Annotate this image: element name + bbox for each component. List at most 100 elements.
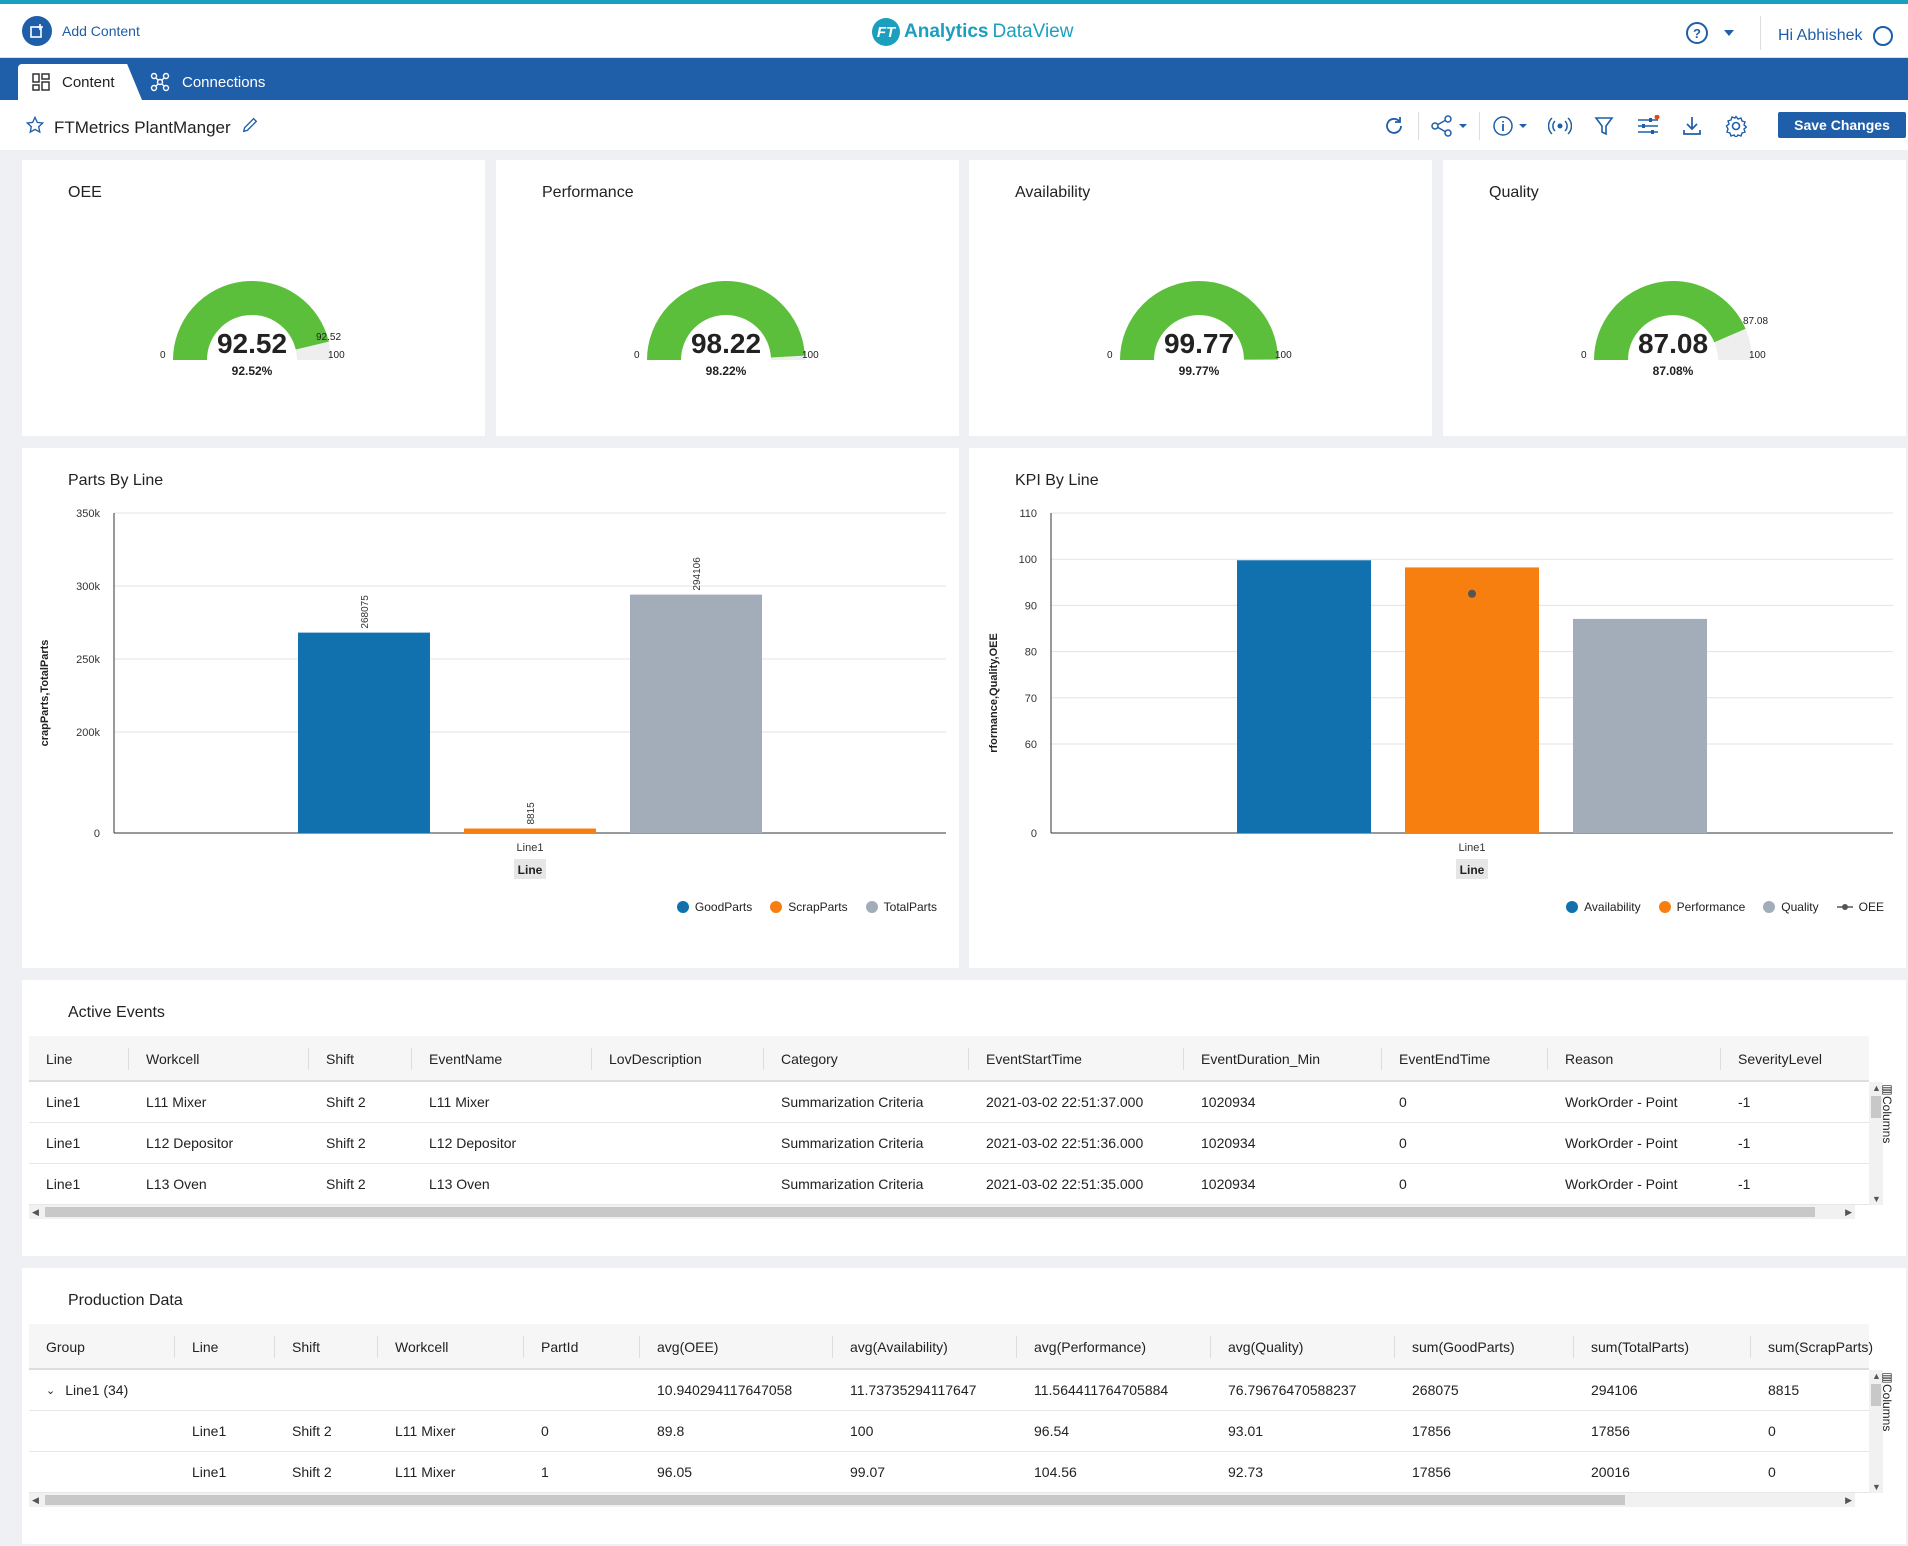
column-header[interactable]: avg(Quality) [1228,1339,1304,1355]
scroll-up-arrow[interactable]: ▲ [1872,1083,1881,1093]
column-divider[interactable] [1750,1336,1751,1358]
column-header[interactable]: Category [781,1051,838,1067]
column-divider[interactable] [523,1336,524,1358]
group-row[interactable]: ⌄ Line1 (34) 10.940294117647058 11.73735294… [29,1370,1869,1411]
scroll-left-arrow[interactable]: ◀ [32,1495,39,1505]
legend-item[interactable]: OEE [1836,900,1884,914]
column-divider[interactable] [1381,1048,1382,1070]
column-header[interactable]: Group [46,1339,85,1355]
tab-connections[interactable]: Connections [136,64,279,100]
column-divider[interactable] [411,1048,412,1070]
column-header[interactable]: sum(GoodParts) [1412,1339,1515,1355]
row-group-cell[interactable]: ⌄ Line1 (34) [46,1370,128,1410]
scrollbar-thumb[interactable] [45,1207,1815,1217]
scroll-right-arrow[interactable]: ▶ [1845,1207,1852,1217]
column-header[interactable]: Shift [326,1051,355,1067]
column-header[interactable]: LovDescription [609,1051,702,1067]
scrollbar-thumb[interactable] [1871,1384,1881,1406]
column-header[interactable]: SeverityLevel [1738,1051,1823,1067]
legend-item[interactable]: ScrapParts [770,900,848,914]
sliders-icon[interactable] [1626,113,1670,139]
columns-panel-toggle[interactable]: ▤ Columns [1876,1082,1898,1162]
bar-totalparts[interactable] [630,594,762,833]
column-header[interactable]: sum(ScrapParts) [1768,1339,1874,1355]
tab-content[interactable]: Content [18,64,142,100]
column-header[interactable]: Workcell [146,1051,200,1067]
bar-availability[interactable] [1237,560,1371,833]
column-divider[interactable] [1720,1048,1721,1070]
table-row[interactable]: Line1 Shift 2 L11 Mixer 1 96.05 99.07 104.56 92… [29,1452,1869,1493]
legend-item[interactable]: TotalParts [865,900,937,914]
column-header[interactable]: avg(OEE) [657,1339,719,1355]
column-header[interactable]: Line [46,1051,73,1067]
star-icon[interactable] [25,115,45,139]
table-row[interactable]: Line1 L12 Depositor Shift 2 L12 Depositor Su… [29,1123,1869,1164]
legend-item[interactable]: Performance [1658,900,1745,914]
user-menu[interactable]: Hi Abhishek [1778,26,1893,46]
column-divider[interactable] [1210,1336,1211,1358]
column-divider[interactable] [1547,1048,1548,1070]
vertical-scrollbar[interactable]: ▲ ▼ [1869,1082,1883,1205]
column-header[interactable]: PartId [541,1339,579,1355]
scroll-left-arrow[interactable]: ◀ [32,1207,39,1217]
column-header[interactable]: EventName [429,1051,503,1067]
column-divider[interactable] [591,1048,592,1070]
column-divider[interactable] [274,1336,275,1358]
column-header[interactable]: EventEndTime [1399,1051,1491,1067]
column-divider[interactable] [1573,1336,1574,1358]
column-divider[interactable] [832,1336,833,1358]
share-icon[interactable] [1421,113,1477,139]
column-divider[interactable] [308,1048,309,1070]
scroll-down-arrow[interactable]: ▼ [1872,1194,1881,1204]
settings-icon[interactable] [1714,113,1758,139]
column-header[interactable]: Shift [292,1339,321,1355]
column-divider[interactable] [968,1048,969,1070]
column-header[interactable]: EventDuration_Min [1201,1051,1321,1067]
table-row[interactable]: Line1 L11 Mixer Shift 2 L11 Mixer Summarizat… [29,1082,1869,1123]
scroll-up-arrow[interactable]: ▲ [1872,1371,1881,1381]
edit-pencil-icon[interactable] [241,116,259,139]
point-oee[interactable] [1468,589,1476,598]
info-icon[interactable] [1482,113,1538,139]
bar-performance[interactable] [1405,567,1539,833]
chevron-down-icon[interactable]: ⌄ [46,1384,56,1397]
horizontal-scrollbar[interactable]: ◀ ▶ [29,1205,1855,1219]
columns-panel-toggle[interactable]: ▤ Columns [1876,1370,1898,1450]
column-header[interactable]: Reason [1565,1051,1614,1067]
legend-item[interactable]: Availability [1566,900,1641,914]
column-header[interactable]: avg(Performance) [1034,1339,1147,1355]
column-divider[interactable] [1183,1048,1184,1070]
column-header[interactable]: EventStartTime [986,1051,1082,1067]
bar-goodparts[interactable] [298,632,430,833]
help-menu[interactable]: ? [1686,22,1734,44]
filter-icon[interactable] [1582,113,1626,139]
column-divider[interactable] [1016,1336,1017,1358]
column-divider[interactable] [639,1336,640,1358]
column-divider[interactable] [128,1048,129,1070]
column-divider[interactable] [174,1336,175,1358]
legend-item[interactable]: Quality [1763,900,1819,914]
save-changes-button[interactable]: Save Changes [1778,112,1906,138]
column-header[interactable]: Line [192,1339,219,1355]
add-content-button[interactable]: Add Content [22,16,140,46]
table-row[interactable]: Line1 L13 Oven Shift 2 L13 Oven Summarizatio… [29,1164,1869,1205]
column-divider[interactable] [763,1048,764,1070]
column-divider[interactable] [1394,1336,1395,1358]
column-header[interactable]: avg(Availability) [850,1339,948,1355]
scrollbar-thumb[interactable] [45,1495,1625,1505]
bar-quality[interactable] [1573,618,1707,833]
column-divider[interactable] [377,1336,378,1358]
scroll-right-arrow[interactable]: ▶ [1845,1495,1852,1505]
scrollbar-thumb[interactable] [1871,1096,1881,1118]
scroll-down-arrow[interactable]: ▼ [1872,1482,1881,1492]
broadcast-icon[interactable] [1538,113,1582,139]
horizontal-scrollbar[interactable]: ◀ ▶ [29,1493,1855,1507]
column-header[interactable]: sum(TotalParts) [1591,1339,1690,1355]
column-header[interactable]: Workcell [395,1339,449,1355]
bar-scrapparts[interactable] [464,828,596,833]
refresh-icon[interactable] [1372,113,1416,139]
download-icon[interactable] [1670,113,1714,139]
vertical-scrollbar[interactable]: ▲ ▼ [1869,1370,1883,1493]
legend-item[interactable]: GoodParts [676,900,752,914]
table-row[interactable]: Line1 Shift 2 L11 Mixer 0 89.8 100 96.54 93.01 1… [29,1411,1869,1452]
